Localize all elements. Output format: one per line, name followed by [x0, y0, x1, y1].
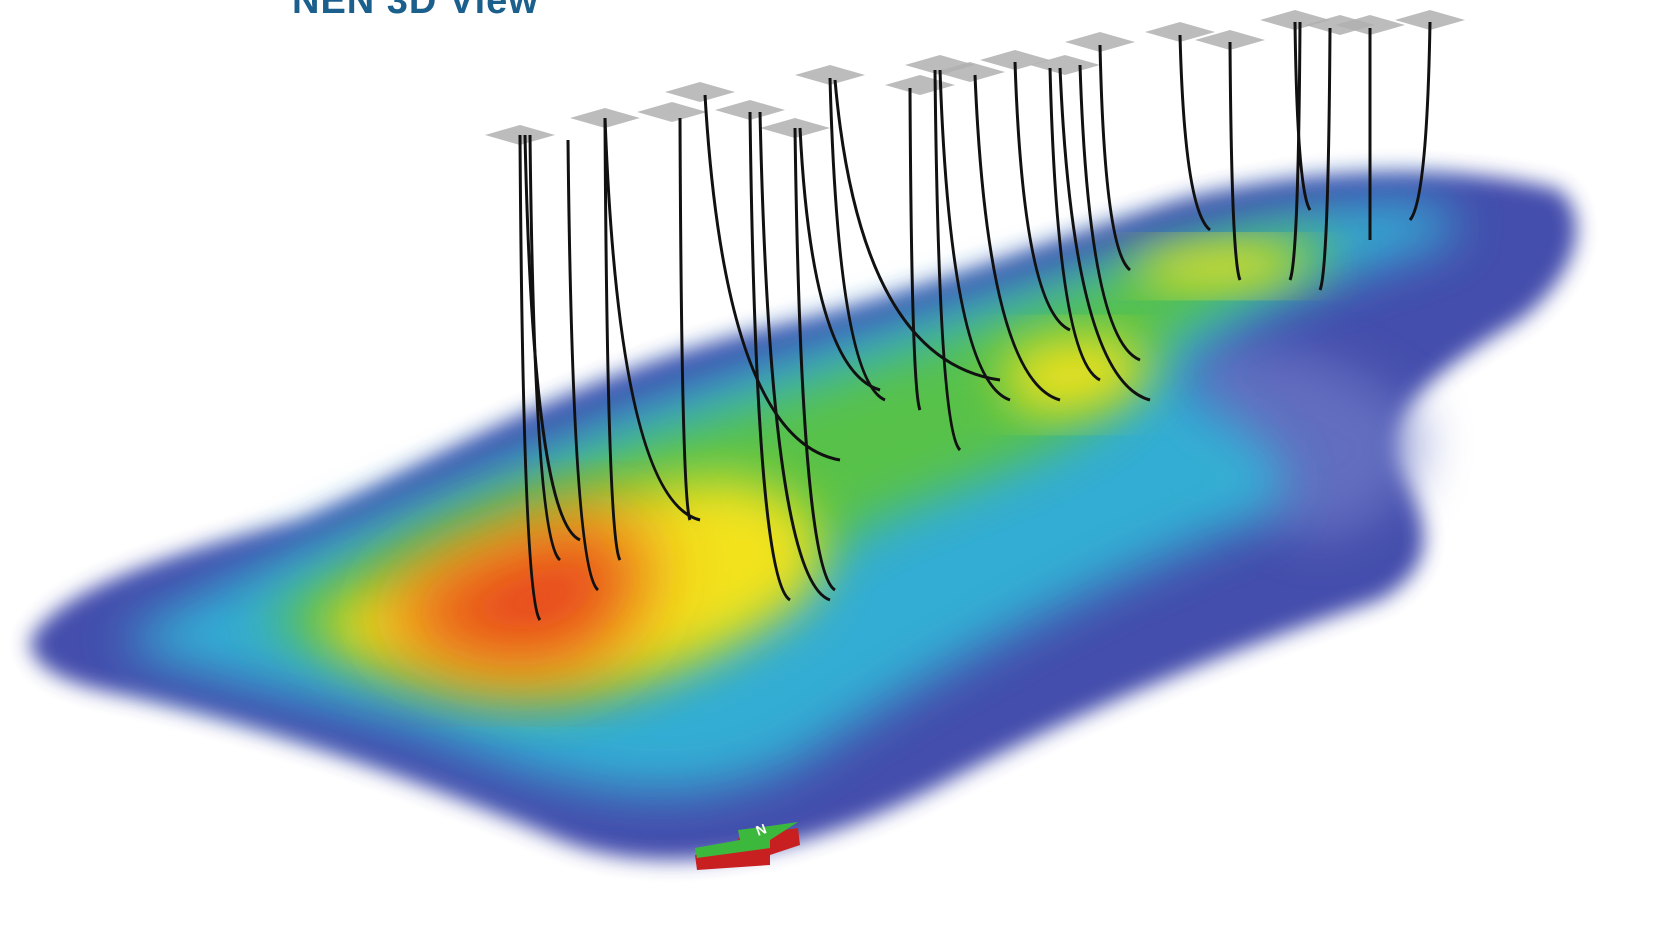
well-pad [795, 65, 865, 85]
well-pad [1395, 10, 1465, 30]
well-pad [1145, 22, 1215, 42]
well-pad [1065, 32, 1135, 52]
well-trajectory [798, 127, 881, 392]
well-pad [637, 102, 707, 122]
surface-red [380, 520, 641, 668]
view-title: NEN 3D View [292, 0, 539, 22]
well-trajectory [1408, 21, 1432, 221]
well-trajectory [833, 79, 1001, 382]
compass-top [695, 822, 798, 858]
well-trajectory [793, 127, 836, 592]
well-trajectory [1293, 21, 1312, 211]
well-trajectory [828, 77, 886, 402]
well-trajectory [1048, 67, 1101, 382]
well-trajectory [1228, 41, 1242, 281]
well-pad [665, 82, 735, 102]
well-trajectory [1318, 27, 1332, 291]
well-trajectory [1013, 61, 1071, 332]
well-pad [1030, 55, 1100, 75]
well-trajectory [1098, 44, 1132, 272]
well-pad [1335, 15, 1405, 35]
well-trajectory [938, 69, 1011, 402]
well-trajectory [933, 69, 962, 452]
well-trajectory [758, 111, 831, 602]
surface-yellow-3 [1130, 245, 1310, 288]
well-trajectory [678, 117, 692, 521]
well-trajectory [1178, 34, 1212, 232]
well-trajectory [973, 74, 1061, 402]
well-trajectory [908, 87, 922, 411]
wells [485, 10, 1465, 621]
surface-yellow-2 [1000, 337, 1150, 413]
surface [30, 171, 1577, 861]
well-trajectory [1058, 67, 1151, 402]
well-trajectory [523, 134, 581, 542]
well-trajectory [603, 117, 622, 561]
well-pad [935, 62, 1005, 82]
well-trajectory [518, 134, 542, 621]
well-trajectory [748, 111, 791, 602]
well-trajectory [603, 117, 701, 522]
well-trajectory [1288, 21, 1302, 281]
well-pad [1195, 30, 1265, 50]
well-trajectory [1078, 64, 1141, 362]
well-pad [885, 75, 955, 95]
well-trajectory [528, 134, 562, 562]
well-trajectory [566, 139, 600, 592]
well-pad [715, 100, 785, 120]
well-trajectory [703, 94, 841, 462]
